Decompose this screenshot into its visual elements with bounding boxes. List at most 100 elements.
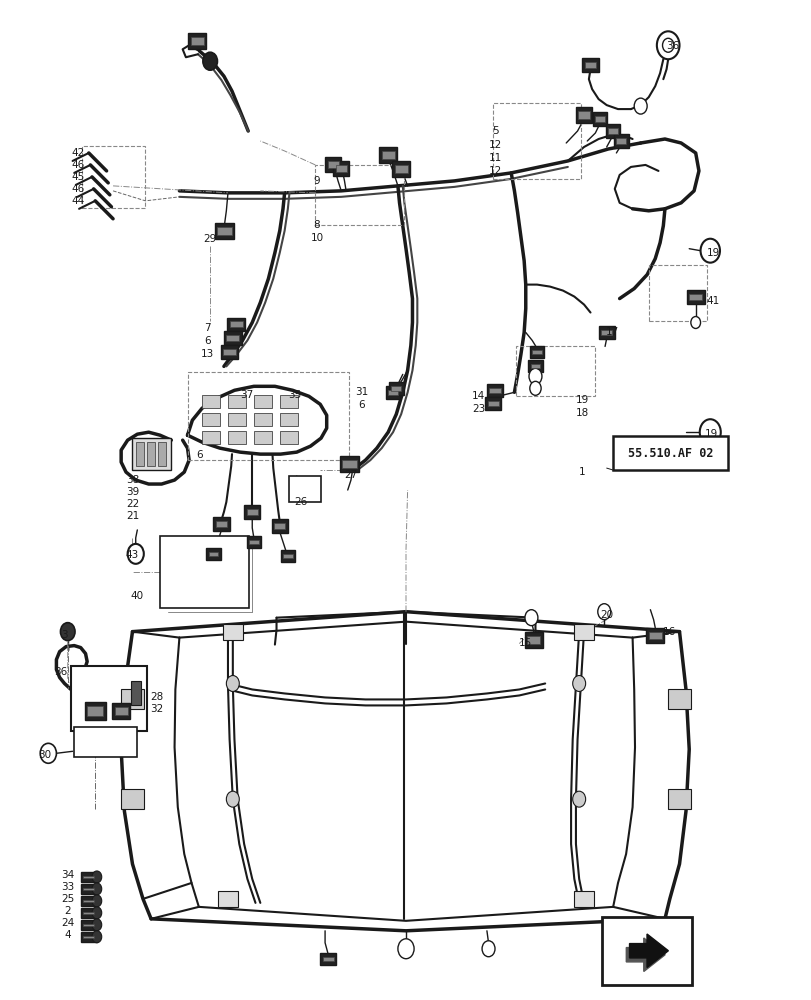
Bar bbox=[573, 891, 593, 907]
Bar bbox=[485, 397, 501, 410]
Bar bbox=[135, 442, 144, 466]
Bar bbox=[254, 413, 272, 426]
Text: 19: 19 bbox=[575, 395, 588, 405]
Bar bbox=[83, 876, 94, 878]
Text: 25: 25 bbox=[61, 894, 75, 904]
Bar bbox=[83, 936, 94, 938]
Text: 46: 46 bbox=[71, 160, 85, 170]
Bar bbox=[573, 624, 593, 640]
Text: 40: 40 bbox=[131, 591, 144, 601]
Bar bbox=[612, 436, 727, 470]
Bar bbox=[667, 789, 690, 809]
Bar bbox=[160, 536, 249, 608]
Bar bbox=[84, 702, 105, 720]
Bar bbox=[598, 326, 614, 339]
Polygon shape bbox=[625, 938, 664, 971]
Text: 24: 24 bbox=[61, 918, 75, 928]
Bar bbox=[394, 165, 407, 173]
Text: 26: 26 bbox=[294, 497, 307, 507]
Circle shape bbox=[92, 871, 101, 883]
Text: 21: 21 bbox=[126, 511, 139, 521]
Text: 19: 19 bbox=[705, 429, 718, 439]
Bar bbox=[391, 386, 401, 391]
Bar bbox=[272, 519, 287, 533]
Bar bbox=[80, 896, 97, 906]
Circle shape bbox=[226, 791, 239, 807]
Bar bbox=[249, 540, 259, 544]
Circle shape bbox=[127, 544, 144, 564]
Bar bbox=[187, 372, 349, 460]
Text: 32: 32 bbox=[150, 704, 163, 714]
Bar bbox=[83, 924, 94, 926]
Text: 12: 12 bbox=[487, 166, 501, 176]
Text: 34: 34 bbox=[61, 870, 75, 880]
Text: 22: 22 bbox=[126, 499, 139, 509]
Circle shape bbox=[92, 931, 101, 943]
Bar bbox=[280, 431, 297, 444]
Text: 38: 38 bbox=[126, 475, 139, 485]
Text: 16: 16 bbox=[662, 627, 675, 637]
Bar bbox=[575, 107, 591, 123]
Circle shape bbox=[656, 31, 679, 59]
Bar bbox=[339, 456, 358, 472]
Bar bbox=[327, 161, 338, 168]
Text: 4: 4 bbox=[64, 930, 71, 940]
Text: 44: 44 bbox=[71, 196, 85, 206]
Text: 18: 18 bbox=[575, 408, 588, 418]
Bar bbox=[228, 395, 246, 408]
Bar bbox=[208, 552, 218, 556]
Bar bbox=[230, 321, 242, 327]
Text: 41: 41 bbox=[706, 296, 719, 306]
Bar bbox=[206, 548, 221, 560]
Text: 37: 37 bbox=[240, 390, 253, 400]
Text: 13: 13 bbox=[201, 349, 214, 359]
Bar bbox=[218, 891, 238, 907]
Bar bbox=[281, 550, 294, 562]
Text: 15: 15 bbox=[517, 638, 531, 648]
Text: 12: 12 bbox=[487, 140, 501, 150]
Bar bbox=[516, 346, 594, 396]
Bar bbox=[224, 331, 242, 345]
Circle shape bbox=[397, 939, 414, 959]
Bar bbox=[274, 523, 285, 529]
Bar bbox=[147, 442, 155, 466]
Bar bbox=[217, 227, 232, 235]
Bar bbox=[223, 624, 242, 640]
Bar bbox=[191, 37, 204, 45]
Circle shape bbox=[572, 676, 585, 691]
Text: 35: 35 bbox=[288, 390, 302, 400]
Circle shape bbox=[662, 38, 673, 52]
Bar bbox=[385, 386, 400, 399]
Bar bbox=[121, 789, 144, 809]
Circle shape bbox=[690, 317, 700, 328]
Bar bbox=[592, 112, 607, 126]
Text: 6: 6 bbox=[196, 450, 203, 460]
Bar bbox=[333, 161, 349, 176]
Text: 10: 10 bbox=[310, 233, 323, 243]
Bar bbox=[605, 124, 620, 138]
Text: 19: 19 bbox=[706, 248, 719, 258]
Bar bbox=[322, 957, 333, 961]
Bar bbox=[584, 62, 595, 68]
Bar bbox=[530, 364, 539, 368]
Bar bbox=[74, 727, 137, 757]
Bar bbox=[132, 438, 171, 470]
Circle shape bbox=[60, 623, 75, 641]
Bar bbox=[202, 431, 220, 444]
Bar bbox=[388, 390, 397, 395]
Bar bbox=[686, 290, 704, 304]
Bar bbox=[613, 134, 628, 148]
Bar bbox=[280, 413, 297, 426]
Circle shape bbox=[633, 98, 646, 114]
Bar bbox=[80, 872, 97, 882]
Bar bbox=[83, 912, 94, 914]
Bar bbox=[689, 294, 702, 300]
Bar bbox=[254, 431, 272, 444]
Circle shape bbox=[92, 907, 101, 919]
Bar bbox=[381, 151, 394, 159]
Text: 55.510.AF 02: 55.510.AF 02 bbox=[627, 447, 713, 460]
Circle shape bbox=[92, 919, 101, 931]
Bar bbox=[594, 116, 604, 122]
Circle shape bbox=[482, 941, 495, 957]
Circle shape bbox=[524, 610, 537, 626]
